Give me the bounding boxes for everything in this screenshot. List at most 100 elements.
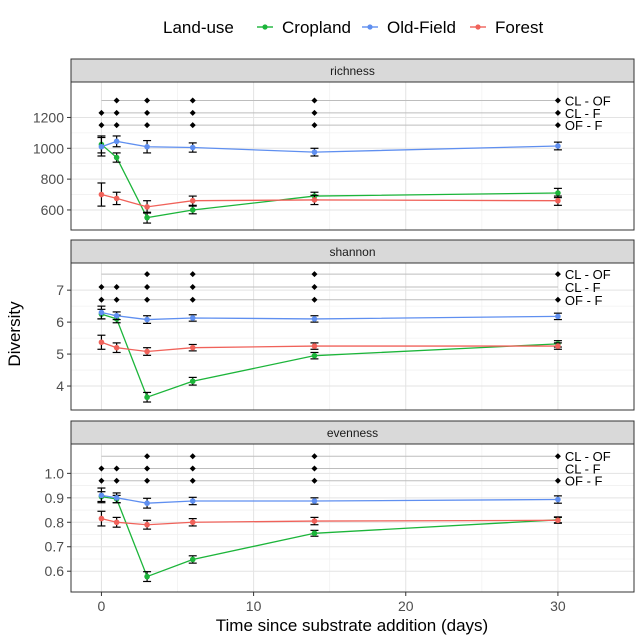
data-point bbox=[144, 521, 150, 528]
data-point bbox=[555, 190, 561, 196]
significance-marker bbox=[189, 477, 196, 484]
comparison-label: CL - OF bbox=[565, 267, 611, 282]
data-point bbox=[113, 312, 120, 319]
data-point bbox=[311, 316, 318, 322]
data-point bbox=[113, 154, 120, 161]
significance-marker bbox=[554, 109, 561, 116]
y-tick-label: 1200 bbox=[33, 109, 64, 125]
significance-marker bbox=[113, 283, 120, 290]
significance-marker bbox=[554, 97, 561, 104]
significance-marker bbox=[144, 122, 151, 129]
comparison-cl-of: CL - OF bbox=[101, 94, 611, 109]
data-point bbox=[189, 315, 196, 321]
panel-border bbox=[70, 262, 635, 411]
significance-marker bbox=[311, 283, 318, 290]
data-point bbox=[311, 149, 318, 155]
series-old-field bbox=[97, 135, 562, 157]
data-point bbox=[311, 352, 318, 359]
comparison-label: OF - F bbox=[565, 293, 603, 308]
significance-marker bbox=[113, 465, 120, 472]
data-point bbox=[555, 143, 561, 149]
data-point bbox=[113, 195, 120, 202]
data-point bbox=[311, 518, 318, 524]
significance-marker bbox=[311, 465, 318, 472]
significance-marker bbox=[554, 271, 561, 278]
significance-marker bbox=[144, 283, 151, 290]
series-line bbox=[101, 143, 558, 219]
data-point bbox=[189, 207, 196, 213]
significance-marker bbox=[311, 109, 318, 116]
data-point bbox=[98, 515, 105, 522]
significance-marker bbox=[554, 477, 561, 484]
series-forest bbox=[97, 510, 562, 530]
comparison-label: CL - F bbox=[565, 106, 601, 121]
comparison-label: CL - OF bbox=[565, 94, 611, 109]
x-tick-label: 30 bbox=[550, 598, 566, 614]
significance-marker bbox=[189, 283, 196, 290]
series-old-field bbox=[97, 305, 562, 324]
significance-marker bbox=[189, 453, 196, 460]
data-point bbox=[113, 519, 120, 526]
significance-marker bbox=[144, 465, 151, 472]
data-point bbox=[98, 191, 105, 198]
data-point bbox=[189, 556, 196, 563]
data-point bbox=[189, 378, 196, 385]
comparison-of-f: OF - F bbox=[98, 293, 603, 308]
significance-marker bbox=[113, 477, 120, 484]
y-tick-label: 7 bbox=[56, 282, 64, 298]
panel-title: evenness bbox=[327, 426, 378, 440]
significance-marker bbox=[113, 97, 120, 104]
significance-marker bbox=[554, 122, 561, 129]
x-tick-label: 10 bbox=[246, 598, 262, 614]
significance-marker bbox=[189, 271, 196, 278]
comparison-cl-f: CL - F bbox=[98, 280, 601, 295]
legend-label-old-field: Old-Field bbox=[387, 18, 456, 37]
significance-marker bbox=[189, 122, 196, 129]
panel-title: richness bbox=[330, 64, 375, 78]
data-point bbox=[311, 197, 318, 203]
series-old-field bbox=[97, 487, 562, 509]
significance-marker bbox=[311, 122, 318, 129]
series-forest bbox=[97, 334, 562, 356]
y-tick-label: 5 bbox=[56, 346, 64, 362]
significance-marker bbox=[144, 109, 151, 116]
significance-marker bbox=[113, 296, 120, 303]
y-tick-label: 1.0 bbox=[45, 465, 65, 481]
y-tick-label: 4 bbox=[56, 378, 64, 394]
legend-key-point-old-field bbox=[367, 24, 373, 30]
data-point bbox=[311, 498, 318, 504]
significance-marker bbox=[98, 109, 105, 116]
y-tick-label: 0.7 bbox=[45, 539, 65, 555]
comparison-label: CL - F bbox=[565, 280, 601, 295]
data-point bbox=[113, 344, 120, 351]
comparison-of-f: OF - F bbox=[98, 118, 603, 133]
data-point bbox=[144, 573, 150, 580]
data-point bbox=[98, 143, 105, 150]
significance-marker bbox=[98, 283, 105, 290]
significance-marker bbox=[144, 271, 151, 278]
data-point bbox=[113, 495, 120, 501]
significance-marker bbox=[189, 296, 196, 303]
significance-marker bbox=[144, 453, 151, 460]
y-tick-label: 0.6 bbox=[45, 563, 65, 579]
x-tick-label: 0 bbox=[98, 598, 106, 614]
data-point bbox=[555, 343, 561, 349]
significance-marker bbox=[189, 109, 196, 116]
panel-border bbox=[70, 81, 635, 231]
significance-marker bbox=[113, 122, 120, 129]
data-point bbox=[144, 316, 150, 323]
y-axis-title: Diversity bbox=[5, 301, 24, 367]
comparison-label: CL - OF bbox=[565, 449, 611, 464]
significance-marker bbox=[311, 97, 318, 104]
comparison-label: CL - F bbox=[565, 461, 601, 476]
data-point bbox=[189, 344, 196, 351]
legend-key-point-forest bbox=[475, 24, 481, 30]
significance-marker bbox=[311, 271, 318, 278]
data-point bbox=[189, 144, 196, 151]
legend-label-forest: Forest bbox=[495, 18, 543, 37]
plot-area bbox=[71, 263, 634, 410]
comparison-label: OF - F bbox=[565, 118, 603, 133]
